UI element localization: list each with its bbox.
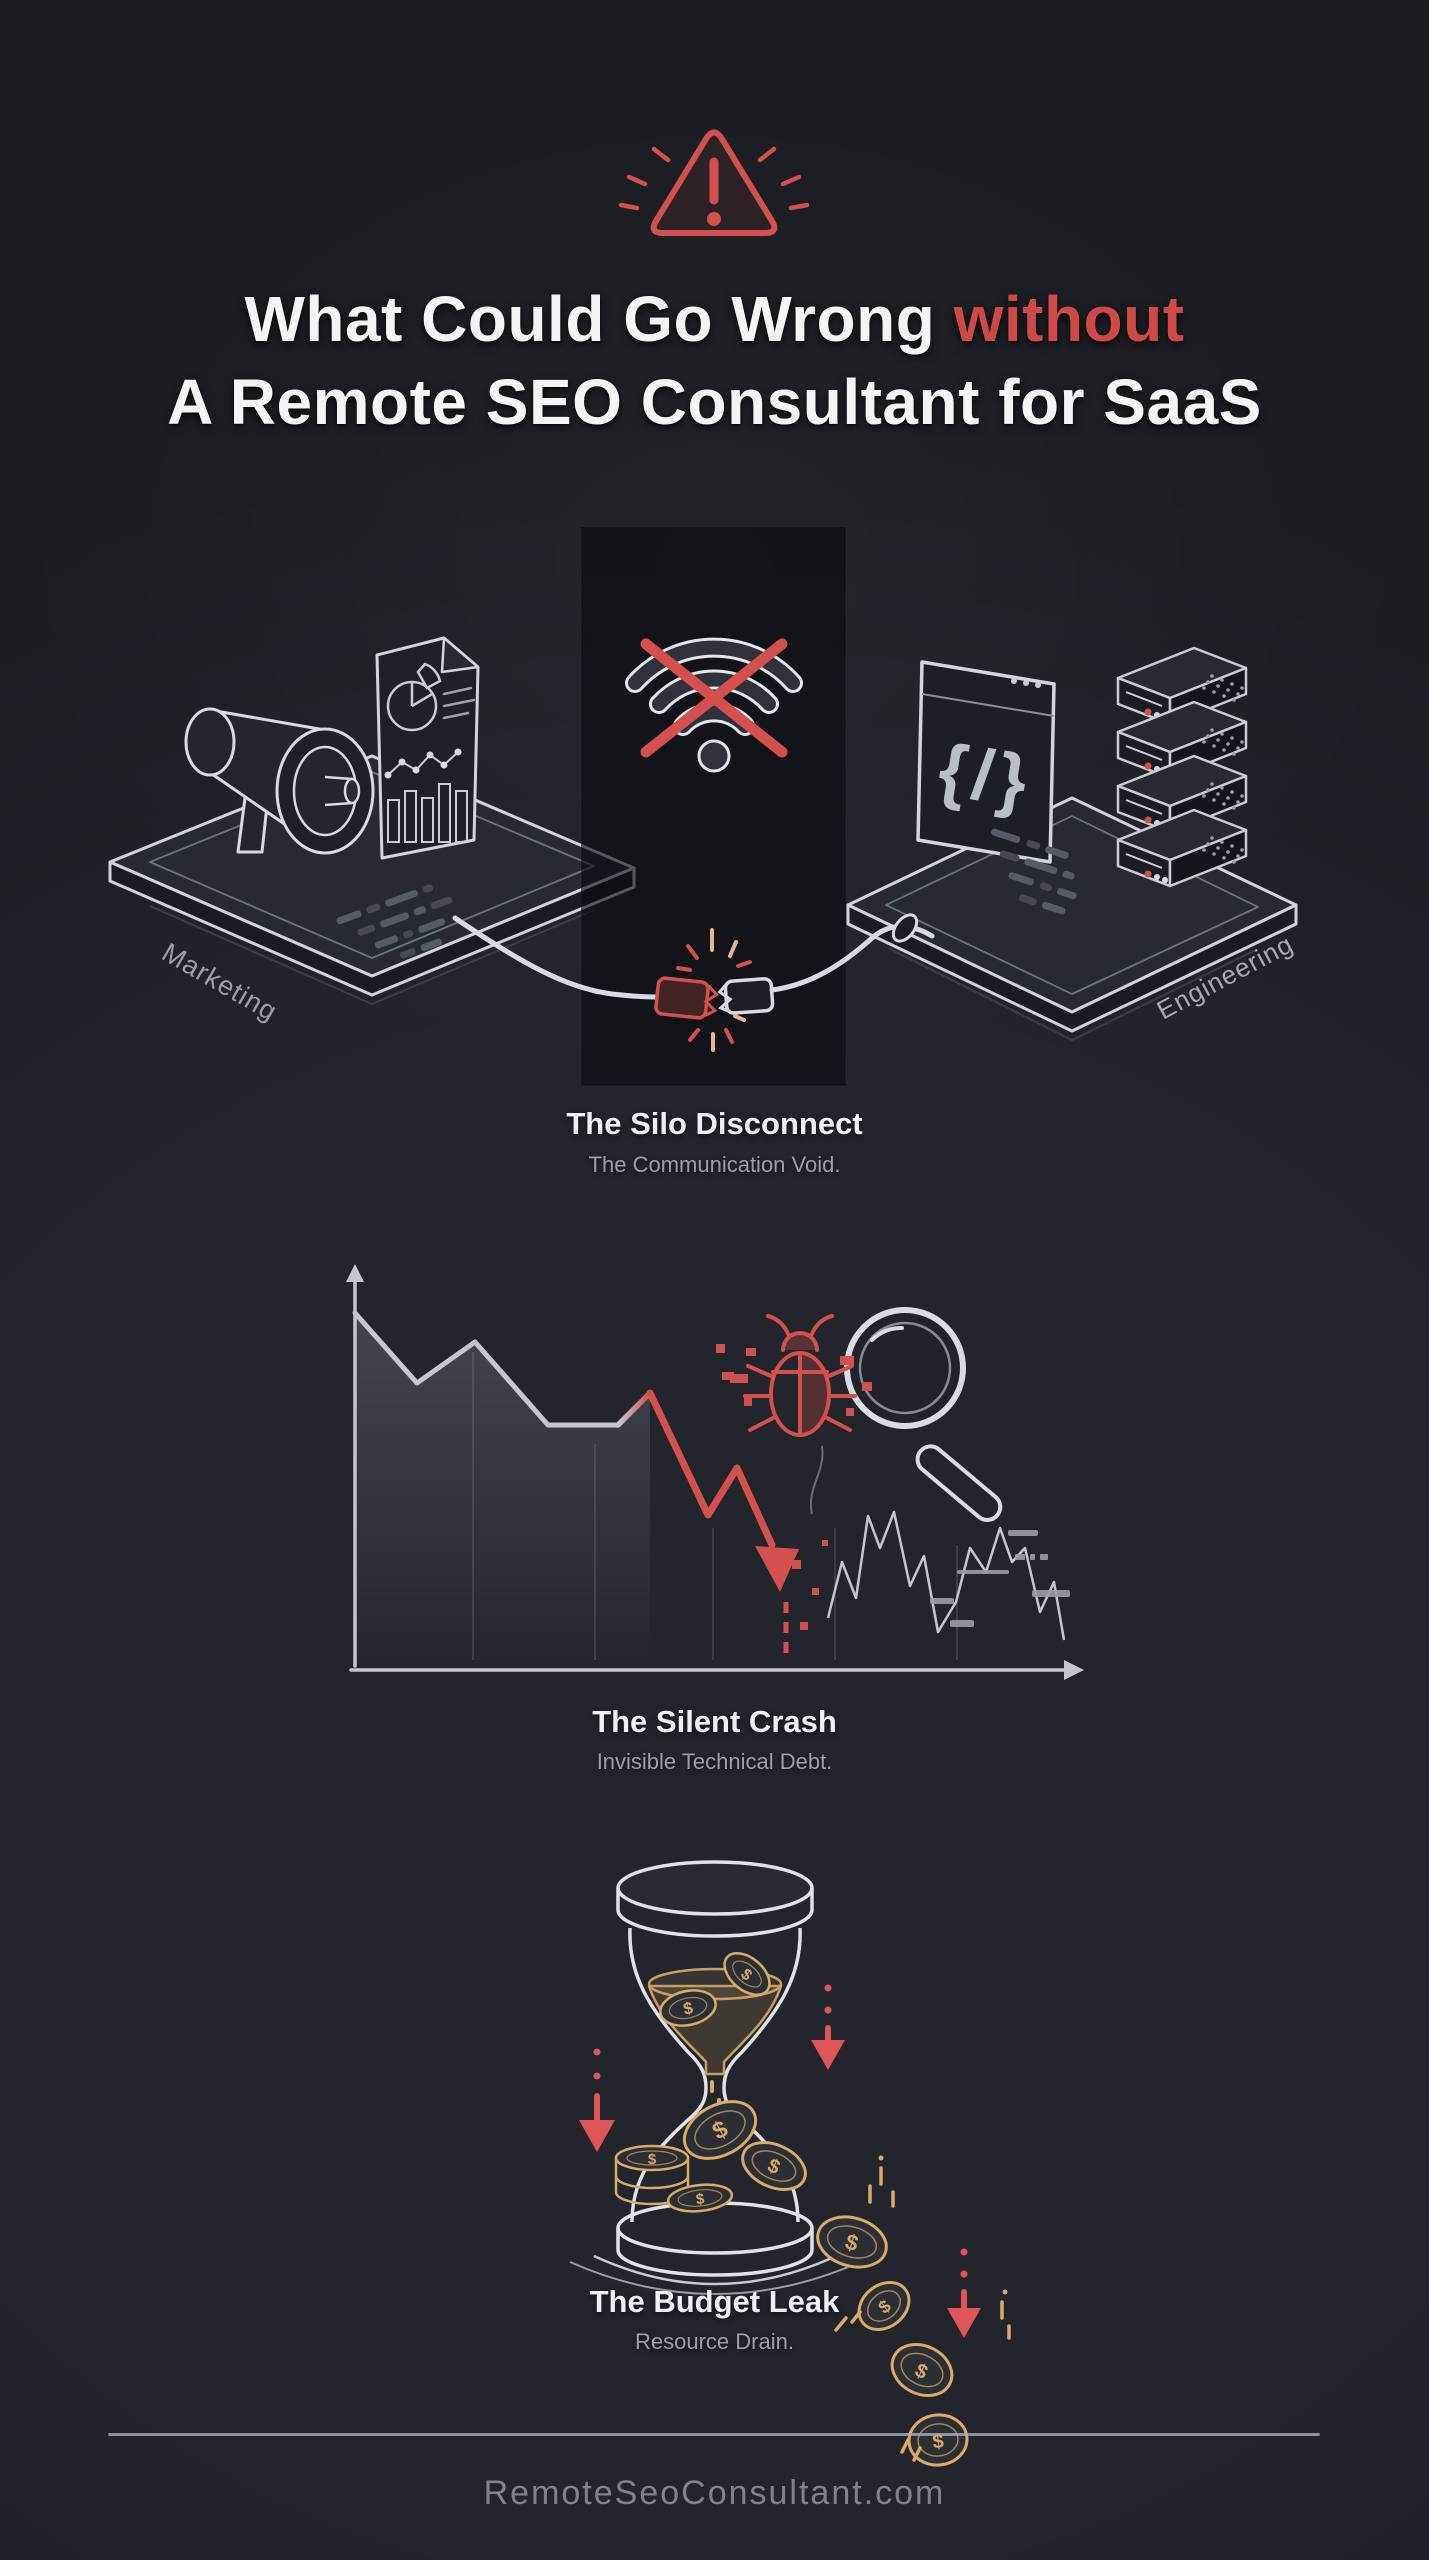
bug-trail [809, 1445, 824, 1515]
marketing-label: Marketing [157, 937, 282, 1027]
footer-site-url: RemoteSeoConsultant.com [483, 2474, 946, 2512]
code-window-icon: {/} [916, 660, 1056, 864]
pie-chart-glyph [386, 662, 442, 732]
communication-void-panel [581, 527, 846, 1086]
silo-section-title: The Silo Disconnect [566, 1106, 863, 1141]
spark-lines [676, 928, 752, 1052]
server-stack-icon [1116, 646, 1248, 888]
cable-plug-left [654, 976, 719, 1020]
gray-glitch-bars [930, 1530, 1070, 1627]
budget-section-subtitle: Resource Drain. [635, 2329, 794, 2354]
budget-section-title: The Budget Leak [589, 2284, 840, 2319]
dot-line-glyph [384, 748, 462, 779]
warning-triangle-icon [618, 129, 810, 236]
coin: $ [890, 2343, 954, 2397]
crash-arrowhead [755, 1546, 799, 1592]
crash-chart [346, 1264, 1084, 1680]
crash-section-title: The Silent Crash [592, 1704, 837, 1739]
traffic-line-crash [646, 1389, 776, 1549]
marketing-platform: Marketing [108, 636, 636, 1027]
y-axis-arrow [346, 1264, 364, 1282]
coin: $ [816, 2215, 888, 2269]
crash-section-subtitle: Invisible Technical Debt. [596, 1749, 833, 1774]
marketing-surface-text [336, 884, 453, 959]
hourglass-icon: $ $ $ $ [569, 1860, 1011, 2467]
coin-stack: $ [614, 2144, 690, 2206]
traffic-line-healthy [352, 1310, 621, 1428]
page-title: What Could Go Wrong without A Remote SEO… [0, 278, 1429, 444]
engineering-surface-text [991, 828, 1077, 915]
coin: $ [741, 2141, 807, 2191]
coin: $ [659, 1989, 717, 2027]
red-glitch-pixels [716, 1344, 872, 1630]
report-lines [442, 686, 476, 720]
footer-divider [108, 2433, 1320, 2436]
coin: $ [682, 2100, 758, 2160]
coin: $ [857, 2281, 911, 2331]
base-swoosh [593, 2254, 837, 2286]
svg-text:$: $ [648, 2151, 657, 2168]
svg-text:$: $ [932, 2430, 945, 2453]
title-accent-word: without [953, 283, 1185, 355]
bug-icon [743, 1314, 857, 1437]
platform-reflection [149, 905, 595, 1006]
svg-text:$: $ [681, 1998, 695, 2019]
x-axis-arrow [1064, 1660, 1084, 1680]
red-x-icon [640, 638, 788, 758]
engineering-platform: {/} [846, 646, 1298, 1042]
base-swoosh [569, 2261, 861, 2295]
magnifier-icon [844, 1307, 1003, 1522]
bar-chart-glyph [387, 783, 468, 843]
platform-reflection [887, 947, 1257, 1042]
cable-plug-right [717, 977, 775, 1015]
analytics-report-icon [375, 636, 480, 860]
glitch-line [826, 1510, 1066, 1641]
silo-section-subtitle: The Communication Void. [588, 1152, 841, 1177]
warning-sparks [618, 146, 810, 211]
svg-text:$: $ [695, 2191, 706, 2209]
title-line-1: What Could Go Wrong without [244, 283, 1185, 355]
code-glyph: {/} [933, 729, 1038, 823]
red-down-arrows [579, 1984, 981, 2338]
megaphone-icon [184, 707, 375, 855]
chart-area-fill [355, 1315, 650, 1660]
coin-motion-ticks [834, 2155, 1011, 2462]
coin: $ [666, 2183, 734, 2213]
broken-cable-icon [452, 913, 935, 1052]
title-line-2: A Remote SEO Consultant for SaaS [167, 366, 1262, 438]
coin: $ [723, 1952, 771, 1996]
no-wifi-icon [625, 637, 803, 773]
coin: $ [907, 2413, 969, 2467]
